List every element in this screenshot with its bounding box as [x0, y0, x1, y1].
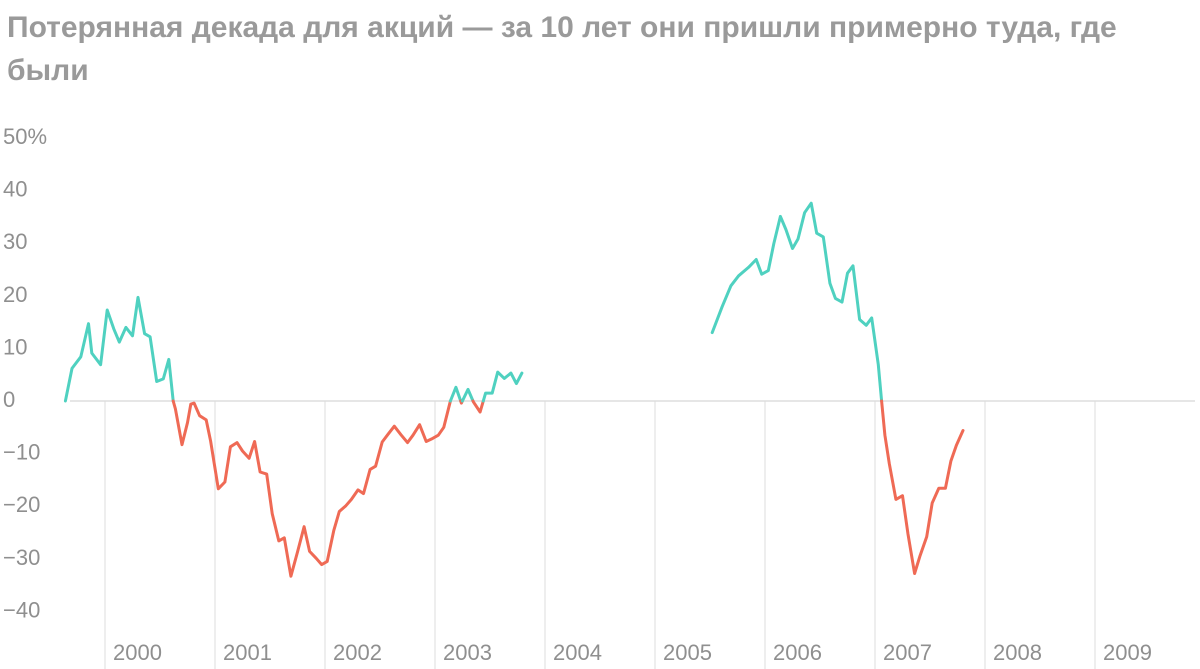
- x-tick-label: 2005: [663, 640, 712, 665]
- y-axis: 50% 40 30 20 10 0 −10 −20 −30 −40: [3, 124, 47, 622]
- y-tick-label: 30: [3, 229, 27, 254]
- y-tick-label: 50%: [3, 124, 47, 149]
- grid-layer: [70, 400, 1195, 669]
- series-line-positive: [481, 370, 524, 403]
- y-tick-label: −20: [3, 492, 40, 517]
- chart-title: Потерянная декада для акций — за 10 лет …: [7, 11, 1117, 87]
- y-tick-label: 0: [3, 387, 15, 412]
- x-tick-label: 2008: [993, 640, 1042, 665]
- x-tick-label: 2003: [443, 640, 492, 665]
- y-tick-label: 40: [3, 177, 27, 202]
- y-tick-label: −40: [3, 597, 40, 622]
- x-axis: 2000 2001 2002 2003 2004 2005 2006 2007 2008 2009: [113, 640, 1152, 665]
- series-line-negative: [471, 399, 485, 414]
- series-line-positive: [448, 385, 463, 403]
- y-tick-label: 10: [3, 334, 27, 359]
- x-tick-label: 2002: [333, 640, 382, 665]
- series-line-positive: [460, 387, 475, 403]
- x-tick-label: 2007: [883, 640, 932, 665]
- series-line-positive: [710, 201, 884, 403]
- series-line-positive: [63, 295, 175, 403]
- x-tick-label: 2006: [773, 640, 822, 665]
- series-layer: [63, 201, 965, 578]
- y-tick-label: −10: [3, 440, 40, 465]
- x-tick-label: 2001: [223, 640, 272, 665]
- series-line-negative: [880, 399, 965, 575]
- y-tick-label: −30: [3, 545, 40, 570]
- series-line-negative: [171, 399, 452, 578]
- x-tick-label: 2004: [553, 640, 602, 665]
- x-tick-label: 2009: [1103, 640, 1152, 665]
- x-tick-label: 2000: [113, 640, 162, 665]
- y-tick-label: 20: [3, 282, 27, 307]
